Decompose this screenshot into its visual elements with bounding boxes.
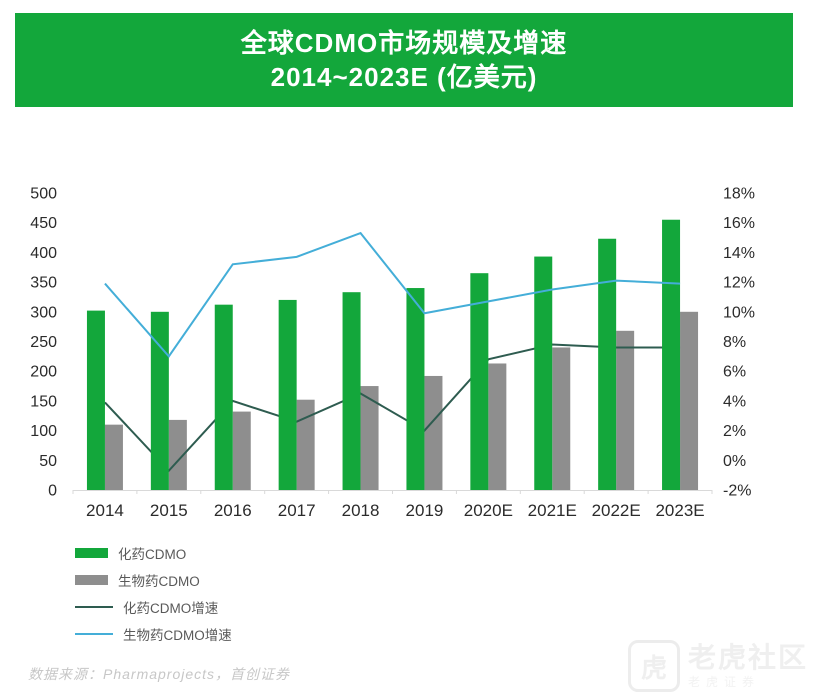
x-axis-category-label: 2015 bbox=[150, 501, 188, 520]
bar-生物药CDMO bbox=[104, 424, 123, 490]
left-axis-tick-label: 150 bbox=[30, 393, 57, 410]
legend-item: 化药CDMO增速 bbox=[75, 597, 232, 616]
left-axis-tick-label: 300 bbox=[30, 304, 57, 321]
right-axis-tick-label: 8% bbox=[723, 334, 746, 351]
bar-生物药CDMO bbox=[360, 386, 379, 490]
bar-化药CDMO bbox=[86, 310, 105, 490]
left-axis-tick-label: 350 bbox=[30, 275, 57, 292]
x-axis-category-label: 2019 bbox=[406, 501, 444, 520]
right-axis-tick-label: 12% bbox=[723, 275, 755, 292]
right-axis-tick-label: 0% bbox=[723, 453, 746, 470]
right-axis-tick-label: 4% bbox=[723, 393, 746, 410]
right-axis-tick-label: 16% bbox=[723, 215, 755, 232]
left-axis-tick-label: 500 bbox=[30, 186, 57, 203]
legend-item: 生物药CDMO bbox=[75, 570, 232, 589]
legend-swatch-bar-icon bbox=[75, 574, 108, 585]
legend-item: 化药CDMO bbox=[75, 543, 232, 562]
bar-化药CDMO bbox=[662, 219, 681, 490]
left-axis-tick-label: 50 bbox=[39, 453, 57, 470]
left-axis-tick-label: 250 bbox=[30, 334, 57, 351]
line-化药CDMO增速 bbox=[104, 343, 681, 473]
legend-swatch-line-icon bbox=[75, 632, 113, 635]
data-source-note: 数据来源：Pharmaprojects，首创证券 bbox=[28, 666, 291, 682]
chart-title-line2: 2014~2023E (亿美元) bbox=[270, 62, 538, 92]
legend-label: 生物药CDMO增速 bbox=[123, 627, 232, 643]
tiger-logo-icon: 虎 bbox=[627, 640, 680, 692]
right-axis-tick-label: 10% bbox=[723, 304, 755, 321]
x-axis-category-label: 2016 bbox=[214, 501, 252, 520]
left-axis-tick-label: 0 bbox=[48, 483, 57, 500]
chart-legend: 化药CDMO 生物药CDMO 化药CDMO增速 生物药CDMO增速 bbox=[75, 543, 232, 651]
right-axis-tick-label: 2% bbox=[723, 423, 746, 440]
bar-生物药CDMO bbox=[168, 419, 187, 490]
bar-生物药CDMO bbox=[488, 363, 507, 490]
bar-化药CDMO bbox=[534, 256, 553, 490]
cdmo-combo-chart: 0 50 100 150 200 250 300 350 400 450 500 -2% 0% 2% 4% 6… bbox=[0, 130, 818, 540]
legend-item: 生物药CDMO增速 bbox=[75, 624, 232, 643]
bar-生物药CDMO bbox=[616, 330, 635, 490]
x-axis-category-label: 2022E bbox=[592, 501, 641, 520]
bar-化药CDMO bbox=[214, 304, 233, 490]
legend-label: 化药CDMO bbox=[118, 546, 187, 562]
bar-化药CDMO bbox=[406, 288, 425, 490]
watermark-text-large: 老虎社区 bbox=[687, 642, 808, 673]
bar-生物药CDMO bbox=[232, 411, 251, 490]
left-axis-tick-label: 200 bbox=[30, 364, 57, 381]
chart-canvas: 0 50 100 150 200 250 300 350 400 450 500 -2% 0% 2% 4% 6… bbox=[30, 186, 755, 521]
x-axis-category-label: 2017 bbox=[278, 501, 316, 520]
bar-化药CDMO bbox=[470, 273, 489, 490]
chart-title-banner: 全球CDMO市场规模及增速 2014~2023E (亿美元) bbox=[15, 13, 793, 107]
legend-label: 化药CDMO增速 bbox=[123, 600, 219, 616]
bar-生物药CDMO bbox=[424, 375, 443, 490]
x-axis-category-label: 2020E bbox=[464, 501, 513, 520]
bar-化药CDMO bbox=[278, 299, 297, 490]
right-axis-tick-label: 14% bbox=[723, 245, 755, 262]
right-axis-tick-label: -2% bbox=[723, 483, 751, 500]
bar-化药CDMO bbox=[598, 238, 617, 490]
x-axis-category-label: 2018 bbox=[342, 501, 380, 520]
left-axis-tick-label: 450 bbox=[30, 215, 57, 232]
legend-swatch-line-icon bbox=[75, 605, 113, 608]
left-axis-tick-label: 100 bbox=[30, 423, 57, 440]
line-生物药CDMO增速 bbox=[104, 231, 681, 358]
bar-化药CDMO bbox=[150, 311, 169, 490]
x-axis-category-label: 2021E bbox=[528, 501, 577, 520]
watermark-text-small: 老虎证券 bbox=[687, 675, 760, 689]
legend-label: 生物药CDMO bbox=[118, 573, 200, 589]
legend-swatch-bar-icon bbox=[75, 547, 108, 558]
left-axis-tick-label: 400 bbox=[30, 245, 57, 262]
watermark: 虎 老虎社区 老虎证券 bbox=[627, 640, 808, 692]
chart-title-line1: 全球CDMO市场规模及增速 bbox=[240, 28, 568, 58]
right-axis-tick-label: 6% bbox=[723, 364, 746, 381]
x-axis-category-label: 2014 bbox=[86, 501, 124, 520]
bar-化药CDMO bbox=[342, 292, 361, 490]
bar-生物药CDMO bbox=[296, 399, 315, 490]
x-axis-category-label: 2023E bbox=[655, 501, 704, 520]
bar-生物药CDMO bbox=[552, 347, 571, 490]
bar-生物药CDMO bbox=[680, 311, 699, 490]
right-axis-tick-label: 18% bbox=[723, 186, 755, 203]
